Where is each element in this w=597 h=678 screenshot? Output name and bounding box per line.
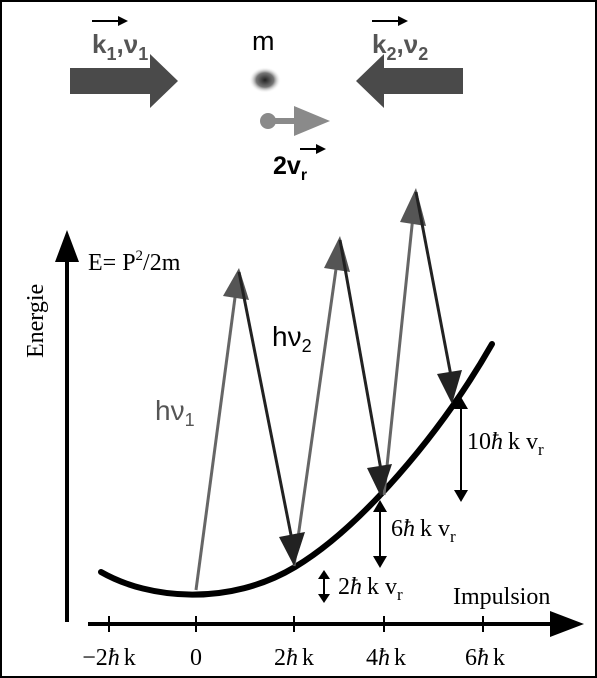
recoil-velocity-label: 2vr: [273, 144, 326, 184]
x-tick-labels: −2ħ k 0 2ħ k 4ħ k 6ħ k: [82, 645, 505, 671]
right-beam-arrow: [356, 54, 463, 108]
atom-blob: [249, 67, 281, 93]
tick-label-minus2: −2ħ k: [82, 645, 136, 671]
x-axis: [88, 611, 584, 637]
tick-label-2: 2ħ k: [274, 645, 314, 671]
mass-label: m: [252, 26, 275, 56]
gap-label-2: 2ħ k vr: [338, 574, 403, 604]
svg-text:k2,ν2: k2,ν2: [372, 29, 428, 64]
svg-text:2vr: 2vr: [273, 152, 307, 184]
left-k-symbol: k: [92, 29, 107, 59]
x-axis-label: Impulsion: [453, 584, 550, 610]
recoil-arrow: [260, 106, 330, 136]
gap-label-6: 6ħ k vr: [391, 516, 456, 546]
right-k-symbol: k: [372, 29, 387, 59]
tick-label-4: 4ħ k: [366, 645, 406, 671]
x-tick-marks: [108, 616, 484, 632]
tick-label-0: 0: [190, 645, 202, 671]
energy-formula: E= P2/2m: [88, 248, 181, 276]
left-beam-arrow: [70, 54, 178, 108]
gap-label-10: 10ħ k vr: [467, 429, 544, 459]
tick-label-6: 6ħ k: [465, 645, 505, 671]
emission-photon-label: hν2: [272, 321, 312, 356]
gap-arrow-2: [318, 570, 330, 603]
svg-text:k1,ν1: k1,ν1: [92, 29, 148, 64]
gap-arrow-6: [373, 500, 387, 568]
dispersion-parabola: [98, 341, 495, 598]
gap-arrow-10: [454, 397, 468, 502]
y-axis-label: Energie: [23, 284, 49, 358]
left-beam-label: k1,ν1: [92, 16, 148, 64]
absorption-photon-label: hν1: [155, 395, 195, 430]
y-axis: [55, 230, 79, 622]
emission-arrows: [237, 191, 462, 566]
right-beam-label: k2,ν2: [372, 16, 428, 64]
